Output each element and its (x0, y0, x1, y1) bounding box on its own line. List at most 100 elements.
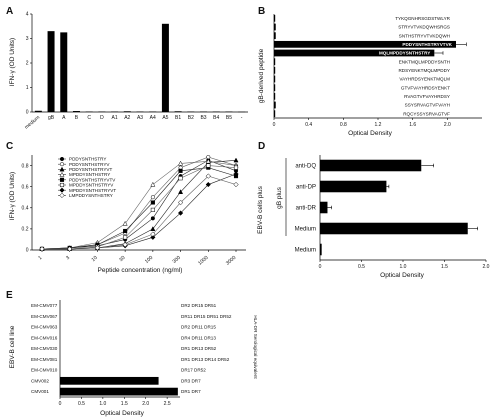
panel-c-xtick-label: 30 (118, 255, 126, 263)
panel-a-bar (47, 31, 55, 112)
panel-c-data-point (67, 246, 73, 252)
panel-c-series-line (41, 161, 237, 250)
panel-a-category-label: A4 (150, 115, 156, 121)
panel-a-category-label: B (75, 115, 79, 121)
panel-c-xtick-label: 10 (91, 255, 99, 263)
panel-b-letter: B (258, 6, 265, 17)
panel-a-category-label: medium (24, 115, 41, 131)
panel-c-data-point (206, 155, 211, 160)
panel-d-xlabel: Optical Density (380, 272, 424, 279)
panel-a-category-label: C (87, 115, 91, 121)
panel-c-data-point (177, 199, 184, 206)
panel-b-xlabel: Optical Density (348, 130, 392, 137)
panel-c-letter: C (6, 141, 13, 152)
panel-e-xtick-label: 2.0 (142, 401, 149, 407)
panel-b-bar (274, 32, 276, 40)
panel-e-hla-label: DR17 DR52 (181, 368, 206, 373)
panel-c-data-point (177, 210, 184, 216)
panel-c-legend-marker (59, 192, 65, 199)
panel-c-ytick-label: 0.6 (22, 184, 29, 190)
panel-e-bar (60, 376, 159, 385)
panel-d-category-label: Medium (295, 226, 316, 232)
panel-c-legend-label: PDDYSNTHSTRYVTV (69, 177, 116, 182)
panel-a-category-label: B1 (175, 115, 181, 121)
panel-e-cell-line-label: EM-CMV077 (31, 303, 58, 308)
panel-b-xtick-label: 1.6 (409, 122, 416, 128)
panel-c-xtick-label: 1000 (197, 255, 210, 267)
panel-c-data-point (123, 235, 128, 240)
panel-c-data-point (150, 234, 156, 240)
panel-e-cell-line-label: EM-CMV067 (31, 314, 58, 319)
panel-c-data-point (233, 181, 239, 188)
panel-c-legend-label: PDDYSNTHSTRYVT (69, 167, 113, 172)
panel-e-hla-label: DR1 DR13 DR14 DR52 (181, 357, 230, 362)
panel-e-bar (60, 387, 178, 396)
panel-a-category-label: gB (48, 115, 55, 121)
panel-c-data-point (39, 246, 45, 252)
panel-a-ytick-label: 0 (26, 110, 29, 116)
panel-c-data-point (150, 231, 156, 237)
panel-e-xtick-label: 0.5 (78, 401, 85, 407)
panel-e: E 0 0.5 1.0 1.5 2.0 2.5 EM-CMV077 DR2 DR15 DR5… (6, 290, 258, 417)
panel-c-data-point (178, 176, 183, 181)
panel-e-cell-line-label: EM-CMV016 (31, 335, 58, 340)
panel-b-xtick-label: 1.2 (375, 122, 382, 128)
panel-e-xtick-label: 1.5 (121, 401, 128, 407)
panel-b-bar (274, 14, 276, 22)
panel-d-bar (320, 243, 322, 256)
panel-a-bar (60, 32, 68, 112)
panel-a-ytick-label: 4 (26, 12, 29, 18)
panel-d: D 0 0.5 1.0 1.5 2.0 anti-DQ anti-DP anti-DR Med… (257, 141, 490, 279)
panel-b-peptide-label: SNTHSTRYVTVKDQWH (399, 33, 450, 38)
panel-d-ylabel: EBV-B cells plus (257, 185, 264, 233)
panel-b-bar (274, 101, 276, 109)
panel-b-ylabel: gB-derived peptide (258, 48, 265, 103)
panel-c-ylabel: IFN-γ (OD Units) (9, 172, 16, 220)
panel-e-hla-label: DR11 DR15 DR51 DR52 (181, 314, 232, 319)
panel-a-bar (161, 23, 169, 112)
panel-c-legend-marker (59, 166, 65, 172)
panel-a-category-label: B4 (213, 115, 219, 121)
panel-d-xtick-label: 2.0 (483, 264, 490, 270)
panel-c-data-point (178, 189, 184, 194)
panel-d-bar (320, 180, 387, 193)
panel-b-peptide-label: TYKQGNHRSGDSTWLYR (395, 16, 450, 21)
panel-c-data-point (122, 220, 128, 226)
panel-c-legend-label: LMPDDYSNTHSTRY (69, 193, 113, 198)
panel-d-bar (320, 222, 468, 235)
panel-c: C 0 0.2 0.4 0.6 0.8 1 3 10 30 100 300 1000 3000 PDDY… (6, 141, 246, 274)
panel-c-data-point (178, 168, 183, 173)
panel-a-ytick-label: 3 (26, 36, 29, 42)
panel-a: A 0 1 2 3 4 medium gB A B C D A1 A2 A3 A4 A5 B1 B2 B3 B4 B5… (6, 6, 248, 131)
panel-d-sublabel: gB plus (276, 186, 283, 208)
panel-e-cell-line-label: EM-CMV030 (31, 346, 58, 351)
panel-c-data-point (206, 163, 211, 168)
panel-c-legend-marker (59, 177, 65, 182)
panel-e-ylabel: EBV-B cell line (9, 325, 16, 368)
panel-a-ylabel: IFN-γ (OD Units) (9, 38, 16, 86)
panel-d-category-label: anti-DR (296, 205, 317, 211)
panel-c-data-point (122, 242, 128, 248)
panel-b-bar (274, 110, 276, 118)
panel-c-legend-label: MPDDYSNTHSTRYV (69, 183, 114, 188)
panel-b-xtick-label: 2.0 (444, 122, 451, 128)
panel-c-data-point (150, 181, 156, 187)
panel-e-hla-label: DR1 DR7 (181, 389, 201, 394)
panel-c-legend-label: PDDYSNTHSTRY (69, 157, 106, 162)
panel-c-data-point (233, 165, 239, 170)
panel-c-ytick-label: 0.4 (22, 205, 29, 211)
panel-c-legend-marker (59, 156, 65, 162)
panel-e-hla-label: DR2 DR11 DR15 (181, 325, 216, 330)
panel-b-bar (274, 66, 276, 74)
panel-a-letter: A (6, 6, 13, 17)
panel-c-legend-label: PDDYSNTHSTRYV (69, 162, 110, 167)
panel-e-cell-line-label: EM-CMV063 (31, 325, 58, 330)
panel-b-peptide-label: RQCYSSYSRVAGTVF (403, 111, 450, 116)
panel-b-peptide-label: STRYVTVKDQWHSRGS (398, 25, 450, 30)
panel-a-category-label: B3 (200, 115, 206, 121)
panel-c-legend-marker (59, 162, 65, 167)
panel-c-data-point (178, 160, 184, 166)
panel-b: B 0 0.4 0.8 1.2 1.6 2.0 TYKQGNHRSGDSTWLYR STRY… (258, 6, 482, 137)
panel-c-xtick-label: 300 (172, 255, 182, 265)
